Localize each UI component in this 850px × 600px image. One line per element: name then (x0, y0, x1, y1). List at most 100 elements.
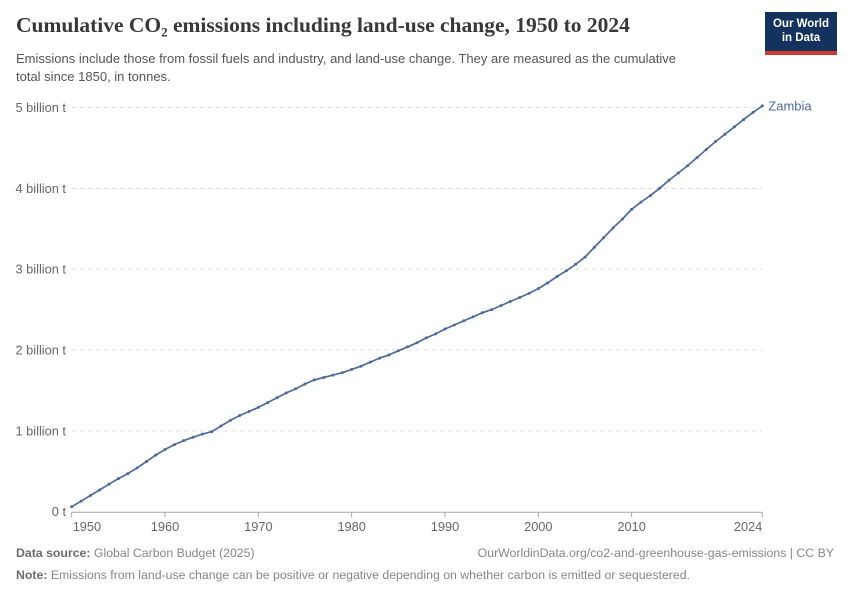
data-point (359, 364, 363, 368)
page-title: Cumulative CO₂ emissions including land-… (16, 13, 630, 37)
data-point (182, 439, 186, 443)
data-point (452, 323, 456, 327)
data-point (714, 140, 718, 143)
data-point (760, 104, 764, 108)
x-axis-label: 1990 (431, 519, 459, 534)
owid-logo-line2: in Data (781, 32, 821, 45)
series-line-zambia[interactable] (70, 105, 764, 508)
data-point (583, 255, 587, 259)
data-point (499, 304, 503, 308)
data-point (294, 387, 298, 391)
data-point (284, 391, 288, 395)
series-markers (70, 104, 764, 509)
x-axis-label: 2024 (734, 519, 762, 534)
data-point (480, 311, 484, 315)
series-label-zambia[interactable]: Zambia (768, 98, 812, 113)
data-point (704, 148, 708, 151)
x-axis-label: 1970 (244, 519, 272, 534)
citation-link[interactable]: OurWorldinData.org/co2-and-greenhouse-ga… (477, 546, 834, 560)
data-point (256, 405, 260, 409)
data-point (676, 171, 680, 175)
data-point (163, 448, 167, 451)
x-axis-label: 2000 (524, 519, 552, 534)
data-point (88, 494, 92, 497)
data-point (630, 207, 634, 211)
data-point (658, 186, 662, 190)
chart-footer: Data source: Global Carbon Budget (2025)… (16, 545, 834, 583)
data-source-label: Data source: (16, 546, 91, 560)
data-point (555, 275, 559, 278)
y-axis-label: 2 billion t (15, 343, 66, 358)
data-point (396, 349, 400, 353)
data-point (639, 200, 643, 204)
owid-logo[interactable]: Our World in Data (764, 12, 837, 55)
data-point (574, 262, 578, 266)
data-point (751, 110, 755, 114)
data-point (266, 401, 270, 405)
data-point (340, 371, 344, 375)
data-point (667, 178, 671, 182)
data-point (387, 353, 391, 357)
data-point (406, 345, 410, 349)
data-point (98, 488, 102, 492)
data-point (536, 287, 540, 291)
data-point (518, 296, 522, 299)
data-point (275, 396, 279, 400)
footnote: Note: Emissions from land-use change can… (16, 567, 834, 584)
data-point (686, 164, 690, 168)
y-axis-label: 1 billion t (15, 423, 66, 438)
data-point (247, 410, 251, 413)
data-point (116, 477, 120, 481)
data-point (592, 245, 596, 249)
data-point (742, 118, 746, 122)
data-point (210, 430, 214, 434)
y-axis-label: 4 billion t (15, 181, 66, 196)
line-chart[interactable]: 0 t 1 billion t 2 billion t 3 billion t 4 bi… (0, 95, 850, 545)
y-axis-label: 5 billion t (15, 100, 66, 115)
data-point (695, 156, 699, 160)
data-source: Data source: Global Carbon Budget (2025) (16, 545, 255, 562)
data-point (527, 291, 531, 295)
owid-logo-line1: Our World (772, 18, 829, 30)
data-point (191, 435, 195, 439)
data-point (611, 226, 615, 230)
chart-subtitle: Emissions include those from fossil fuel… (16, 51, 676, 84)
data-point (462, 319, 466, 323)
x-axis-label: 1950 (73, 519, 101, 534)
x-axis-label: 1980 (337, 519, 365, 534)
data-point (564, 269, 568, 273)
data-point (732, 125, 736, 129)
data-point (172, 443, 176, 447)
data-point (238, 414, 242, 417)
data-point (490, 308, 494, 312)
data-source-value: Global Carbon Budget (2025) (90, 546, 255, 560)
x-axis-label: 2010 (617, 519, 645, 534)
data-point (471, 315, 475, 319)
data-point (312, 378, 316, 382)
data-point (443, 327, 447, 331)
data-point (70, 505, 74, 509)
data-point (378, 356, 382, 360)
y-axis-label: 0 t (52, 504, 67, 519)
data-point (546, 281, 550, 285)
data-point (350, 367, 354, 371)
data-point (219, 424, 223, 428)
data-point (228, 418, 232, 422)
data-point (303, 382, 307, 386)
data-point (620, 217, 624, 221)
footnote-text: Emissions from land-use change can be po… (47, 567, 690, 582)
data-point (415, 341, 419, 345)
data-point (723, 132, 727, 136)
data-point (368, 360, 372, 364)
data-point (508, 300, 512, 303)
y-axis-label: 3 billion t (15, 262, 66, 277)
data-point (154, 453, 158, 457)
x-axis-label: 1960 (151, 519, 179, 534)
data-point (107, 482, 111, 486)
data-point (331, 373, 335, 377)
data-point (135, 466, 139, 470)
data-point (322, 376, 326, 379)
data-point (424, 336, 428, 340)
data-point (79, 499, 83, 503)
